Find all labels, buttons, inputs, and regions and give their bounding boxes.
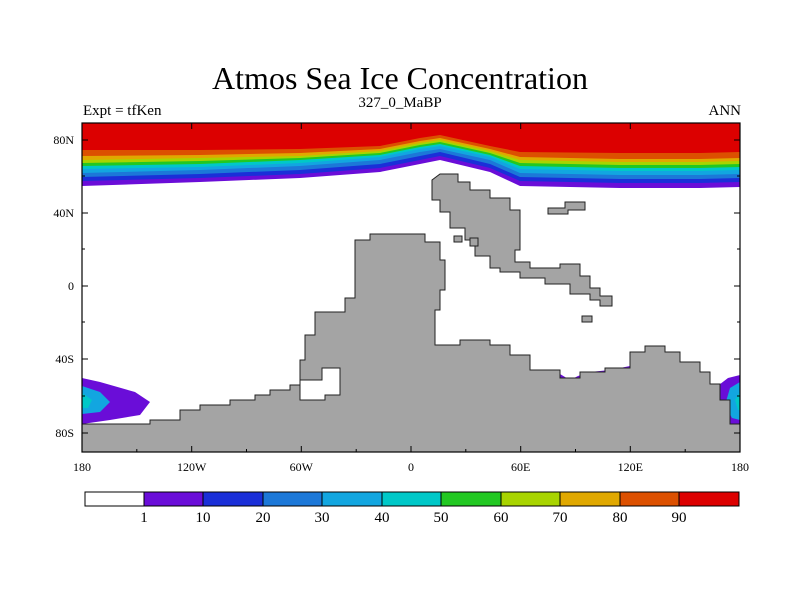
lon-label-180e: 180 [731,460,749,474]
island-2 [581,315,593,323]
colorbar-label-50: 50 [433,510,449,526]
season-label: ANN [708,103,742,119]
lat-ticks [82,139,740,434]
map-title: Atmos Sea Ice Concentration [212,60,588,96]
lon-label-60e: 60E [511,460,531,474]
north-ice-bands [82,123,740,188]
lat-label-40s: 40S [55,352,74,366]
colorbar-box-5 [381,491,442,507]
lon-label-60w: 60W [289,460,313,474]
colorbar-label-90: 90 [671,510,687,526]
colorbar-box-9 [619,491,680,507]
ice-band-90 [82,123,740,153]
colorbar-label-60: 60 [493,510,509,526]
colorbar-label-20: 20 [255,510,271,526]
map-subtitle: 327_0_MaBP [358,95,442,111]
colorbar-box-4 [321,491,383,507]
colorbar-box-2 [202,491,264,507]
colorbar-label-40: 40 [374,510,390,526]
colorbar-box-0 [84,491,145,507]
island-4 [469,237,479,247]
colorbar-label-70: 70 [552,510,568,526]
colorbar-label-80: 80 [612,510,628,526]
island-3 [453,235,463,243]
land-north [431,173,613,307]
land-south [81,233,741,453]
colorbar-label-30: 30 [314,510,330,526]
land-embayment [299,367,341,401]
colorbar-box-6 [440,491,502,507]
colorbar-label-1: 1 [140,510,148,526]
colorbar [84,491,740,507]
colorbar-box-8 [559,491,621,507]
lat-label-80s: 80S [55,426,74,440]
lat-label-80n: 80N [53,133,74,147]
colorbar-box-1 [143,491,204,507]
lat-label-40n: 40N [53,206,74,220]
experiment-label: Expt = tfKen [83,103,162,119]
lon-label-0: 0 [408,460,414,474]
lat-label-0: 0 [68,279,74,293]
south-ice-left [82,378,150,424]
colorbar-label-10: 10 [195,510,211,526]
lon-label-120w: 120W [177,460,207,474]
colorbar-box-3 [262,491,323,507]
lon-label-180w: 180 [73,460,91,474]
island-1 [547,201,586,215]
land-masses [81,173,741,453]
lon-ticks [81,123,686,452]
colorbar-box-7 [500,491,561,507]
lon-label-120e: 120E [617,460,643,474]
colorbar-box-10 [678,491,740,507]
